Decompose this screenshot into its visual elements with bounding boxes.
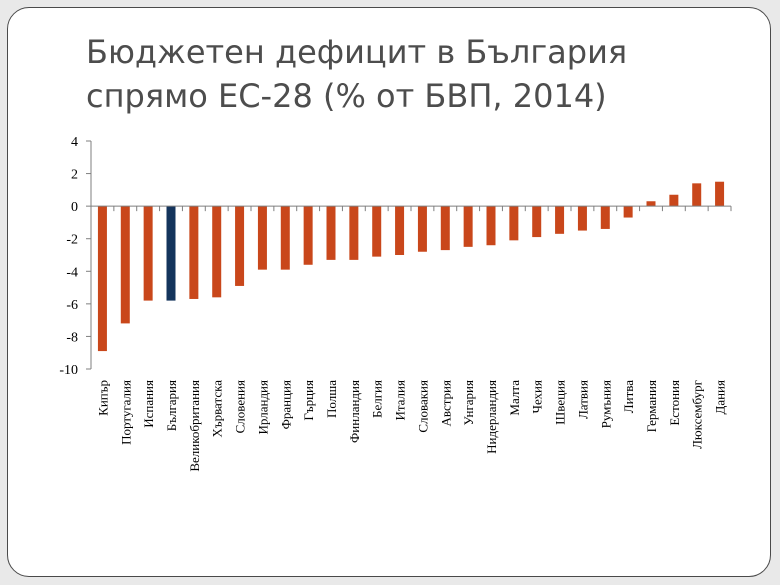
bar (577, 206, 587, 231)
bar (280, 206, 290, 270)
category-label: Ирландия (255, 380, 270, 435)
category-label: Испания (141, 380, 156, 428)
y-tick-label: -8 (66, 330, 78, 345)
bar (623, 206, 633, 218)
category-label: Словения (233, 380, 248, 433)
y-tick-label: -10 (59, 363, 78, 378)
bar (532, 206, 542, 238)
y-axis: 4 2 0 -2 -4 -6 -8 -10 (59, 135, 92, 378)
bar (257, 206, 267, 270)
bar (235, 206, 245, 286)
category-label: Чехия (530, 380, 545, 414)
category-labels: Кипър Португалия Испания България Великобрит… (95, 380, 727, 472)
bar (189, 206, 199, 299)
category-label: Малта (507, 380, 522, 416)
category-label: Кипър (95, 380, 110, 416)
category-label: Полша (324, 380, 339, 418)
y-tick-label: 2 (71, 168, 78, 183)
category-label: Латвия (575, 380, 590, 419)
bar (600, 206, 610, 229)
y-tick-label: -6 (66, 298, 78, 313)
bar (692, 183, 702, 207)
y-tick-label: -4 (66, 265, 78, 280)
category-label: Румъния (598, 380, 613, 428)
bar (715, 181, 725, 207)
bar (555, 206, 565, 234)
bar (372, 206, 382, 257)
bar (212, 206, 222, 298)
category-label: Словакия (415, 380, 430, 433)
bar (417, 206, 427, 252)
category-label: Люксембург (690, 380, 705, 449)
bar (646, 201, 656, 207)
y-tick-label: 0 (71, 200, 78, 215)
bar (120, 206, 130, 324)
category-label: Италия (393, 380, 408, 421)
category-label: Унгария (461, 380, 476, 426)
bar (463, 206, 473, 247)
x-axis (90, 205, 732, 212)
category-label: Финландия (347, 380, 362, 443)
bar (166, 206, 176, 301)
category-label: Швеция (553, 380, 568, 425)
category-label: Белгия (370, 380, 385, 418)
bar (486, 206, 496, 246)
category-label: Гърция (301, 380, 316, 421)
category-label: Франция (278, 380, 293, 429)
bar (440, 206, 450, 251)
bar (395, 206, 405, 255)
bar (97, 206, 107, 352)
chart-title: Бюджетен дефицит в България спрямо ЕС-28… (86, 33, 628, 115)
category-label: Австрия (438, 380, 453, 427)
bar (303, 206, 313, 265)
bar (326, 206, 336, 260)
category-label: Германия (644, 380, 659, 432)
category-label: България (164, 380, 179, 431)
slide: Бюджетен дефицит в България спрямо ЕС-28… (7, 7, 771, 577)
category-label: Нидерландия (484, 380, 499, 454)
category-label: Дания (713, 380, 728, 415)
category-label: Португалия (118, 380, 133, 445)
y-tick-label: -2 (66, 233, 78, 248)
bar (143, 206, 153, 301)
bar (669, 194, 679, 207)
category-label: Естония (667, 380, 682, 426)
category-label: Великобритания (187, 380, 202, 472)
category-label: Литва (621, 380, 636, 413)
bar (509, 206, 519, 241)
bars (97, 181, 725, 352)
category-label: Хърватска (210, 380, 225, 438)
bar (349, 206, 359, 260)
y-tick-label: 4 (71, 135, 78, 150)
